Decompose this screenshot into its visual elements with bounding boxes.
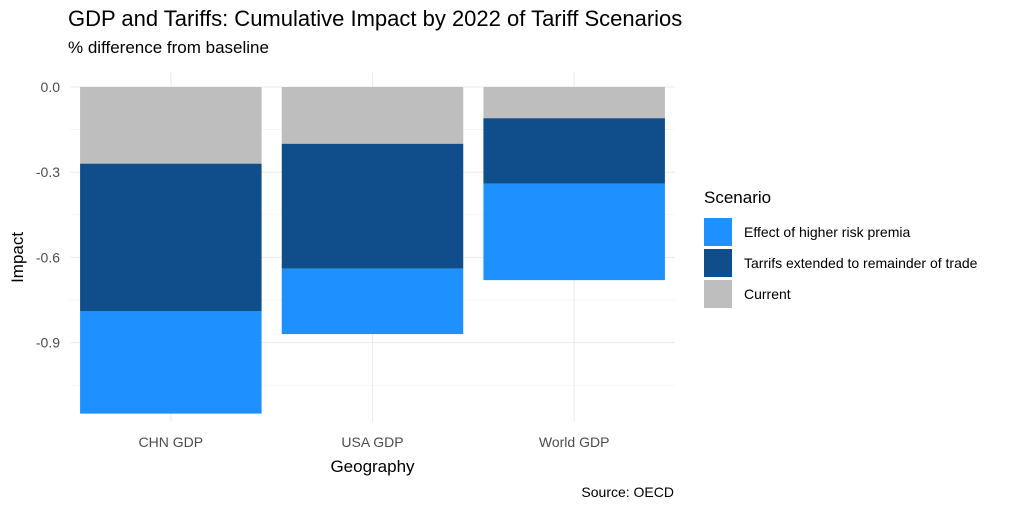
legend-swatch [704, 248, 732, 277]
chart-plot: 0.0 -0.3 -0.6 -0.9 CHN GDP USA GDP World GDP Ge… [8, 72, 675, 476]
legend-swatch [704, 279, 732, 308]
chart-caption: Source: OECD [581, 484, 674, 500]
y-tick-label: 0.0 [41, 79, 61, 95]
legend-item: Current [704, 278, 977, 309]
bar [483, 87, 665, 119]
chart-subtitle: % difference from baseline [68, 38, 269, 57]
legend-swatch [704, 217, 732, 246]
y-tick-label: -0.6 [36, 249, 60, 265]
y-axis-label: Impact [8, 232, 27, 283]
bar [483, 118, 665, 184]
x-tick-label: USA GDP [341, 434, 403, 450]
bar [281, 87, 464, 144]
bar [80, 163, 262, 312]
bar [281, 143, 464, 269]
bar [281, 268, 464, 335]
bar [80, 87, 262, 164]
legend: Scenario Effect of higher risk premia Tar… [704, 188, 977, 309]
x-tick-label: CHN GDP [139, 434, 204, 450]
y-tick-label: -0.9 [36, 335, 60, 351]
legend-item: Tarrifs extended to remainder of trade [704, 247, 977, 278]
legend-title: Scenario [704, 188, 772, 207]
legend-label: Current [744, 285, 791, 302]
chart-title: GDP and Tariffs: Cumulative Impact by 20… [68, 6, 683, 31]
x-axis-label: Geography [330, 457, 415, 476]
x-tick-label: World GDP [539, 434, 610, 450]
legend-label: Tarrifs extended to remainder of trade [744, 254, 978, 271]
legend-item: Effect of higher risk premia [704, 216, 977, 247]
bar [483, 183, 665, 281]
y-tick-label: -0.3 [36, 164, 60, 180]
legend-label: Effect of higher risk premia [744, 223, 911, 240]
bar [80, 311, 262, 414]
